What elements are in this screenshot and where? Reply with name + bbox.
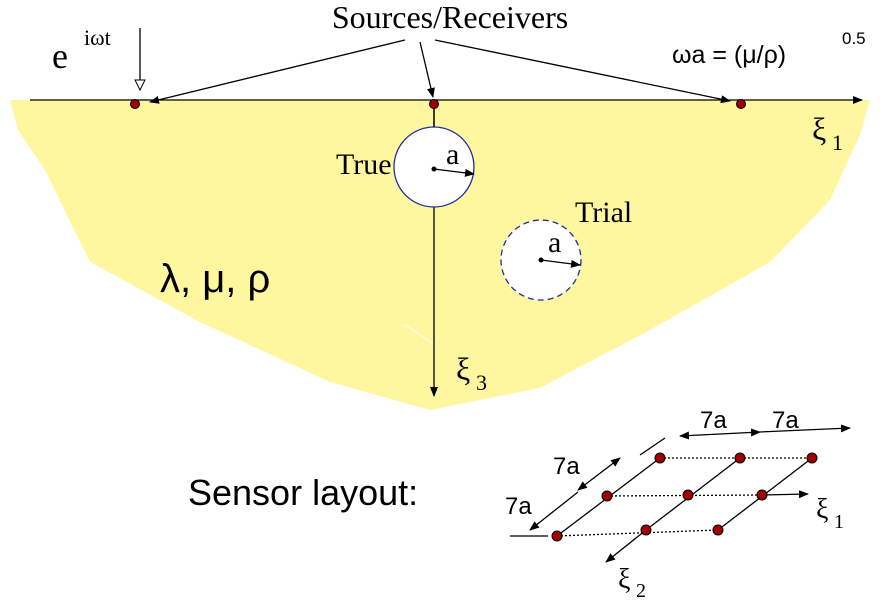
axis-sub: 1 [834,511,844,533]
center-dot [539,258,544,263]
radius-label: a [548,226,561,259]
frequency: ωa = (μ/ρ) [672,41,786,69]
trial-label: Trial [575,196,632,229]
axis-label: ξ [816,494,828,525]
sensor-grid [510,428,850,562]
axis-sub: 1 [832,130,843,155]
spacing-label: 7a [772,407,799,434]
source-arrow [420,42,433,97]
diagram: Sources/Receivers e iωt ωa = (μ/ρ) 0.5 ξ… [0,0,889,600]
axis-label: ξ [618,564,630,595]
spacing-label: 7a [505,493,532,520]
sensor-title: Sensor layout: [188,472,418,513]
spacing-label: 7a [553,453,580,480]
axis-label: ξ [456,351,470,387]
source-dot [737,100,746,109]
axis-sub: 2 [636,580,646,600]
sources-label: Sources/Receivers [332,0,568,35]
source-arrow [150,40,405,102]
axis-label: ξ [812,111,826,147]
source-dot [131,100,140,109]
frequency-sup: 0.5 [842,29,866,48]
excitation: e [52,36,68,76]
radius-label: a [446,138,459,171]
material: λ, μ, ρ [160,257,270,301]
true-label: True [336,148,392,181]
center-dot [432,167,437,172]
source-dot [430,100,439,109]
spacing-label: 7a [700,407,727,434]
excitation-sup: iωt [84,25,111,50]
axis-sub: 3 [476,370,487,395]
